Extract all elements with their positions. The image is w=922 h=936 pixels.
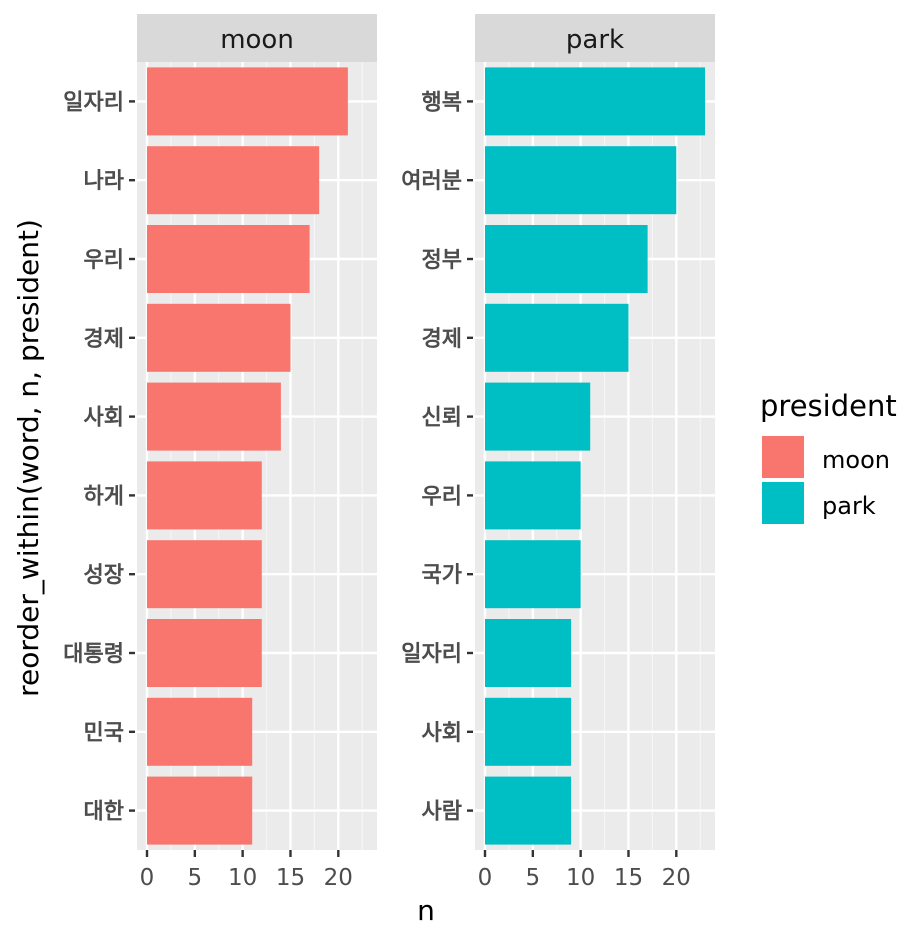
- y-tick-label-moon-8: 민국: [84, 721, 124, 746]
- bar-moon-9: [147, 776, 253, 845]
- x-tick-label-park-1: 5: [526, 865, 541, 891]
- bar-park-4: [485, 382, 591, 451]
- x-tick-label-moon-1: 5: [188, 865, 203, 891]
- bar-moon-1: [147, 146, 320, 215]
- bar-moon-3: [147, 303, 291, 372]
- legend-title: president: [760, 389, 897, 423]
- y-tick-label-moon-1: 나라: [84, 169, 125, 194]
- y-tick-label-park-1: 여러분: [401, 169, 462, 194]
- x-tick-label-park-3: 15: [614, 865, 643, 891]
- y-tick-label-moon-7: 대통령: [63, 642, 124, 667]
- legend: president moon park: [760, 389, 897, 524]
- y-tick-label-park-9: 사람: [422, 800, 462, 825]
- bar-park-7: [485, 619, 572, 687]
- bar-moon-5: [147, 461, 262, 530]
- strip-bg-park: [475, 14, 715, 62]
- y-tick-label-moon-4: 사회: [84, 406, 124, 431]
- x-axis-title: n: [417, 894, 435, 927]
- bar-park-5: [485, 461, 581, 530]
- legend-swatch-park: [762, 482, 804, 524]
- bar-moon-8: [147, 697, 253, 766]
- bar-park-3: [485, 303, 629, 372]
- x-tick-label-moon-4: 20: [324, 865, 353, 891]
- legend-label-park: park: [822, 492, 876, 520]
- y-tick-label-park-6: 국가: [422, 563, 462, 588]
- y-tick-label-moon-3: 경제: [84, 327, 124, 352]
- bar-park-9: [485, 776, 572, 845]
- strip-label-moon: moon: [220, 25, 294, 55]
- bar-park-0: [485, 67, 705, 136]
- x-tick-label-park-4: 20: [662, 865, 691, 891]
- x-tick-label-moon-3: 15: [276, 865, 305, 891]
- bar-moon-4: [147, 382, 281, 451]
- strip-label-park: park: [566, 25, 624, 55]
- y-tick-label-moon-5: 하게: [84, 484, 124, 509]
- y-tick-label-moon-6: 성장: [84, 563, 124, 588]
- y-tick-label-moon-2: 우리: [84, 248, 124, 273]
- x-tick-label-park-2: 10: [566, 865, 595, 891]
- bar-park-2: [485, 225, 648, 293]
- bar-moon-6: [147, 540, 262, 609]
- y-tick-label-park-7: 일자리: [401, 642, 462, 667]
- bar-park-6: [485, 540, 581, 609]
- bar-moon-2: [147, 225, 310, 293]
- y-tick-label-park-4: 신뢰: [422, 406, 462, 431]
- x-tick-label-moon-2: 10: [228, 865, 257, 891]
- y-tick-label-moon-9: 대한: [84, 800, 124, 825]
- bar-moon-7: [147, 619, 262, 687]
- y-tick-label-park-3: 경제: [422, 327, 462, 352]
- bar-moon-0: [147, 67, 348, 136]
- x-tick-label-moon-0: 0: [140, 865, 155, 891]
- y-tick-label-park-8: 사회: [422, 721, 462, 746]
- legend-swatch-moon: [762, 436, 804, 478]
- y-tick-label-park-0: 행복: [422, 90, 462, 115]
- bar-park-1: [485, 146, 677, 215]
- bar-park-8: [485, 697, 572, 766]
- y-tick-label-moon-0: 일자리: [63, 90, 124, 115]
- y-axis-title: reorder_within(word, n, president): [12, 219, 45, 697]
- legend-label-moon: moon: [822, 446, 890, 474]
- x-tick-label-park-0: 0: [478, 865, 493, 891]
- y-tick-label-park-2: 정부: [422, 248, 462, 273]
- y-tick-label-park-5: 우리: [422, 484, 462, 509]
- strip-bg-moon: [137, 14, 377, 62]
